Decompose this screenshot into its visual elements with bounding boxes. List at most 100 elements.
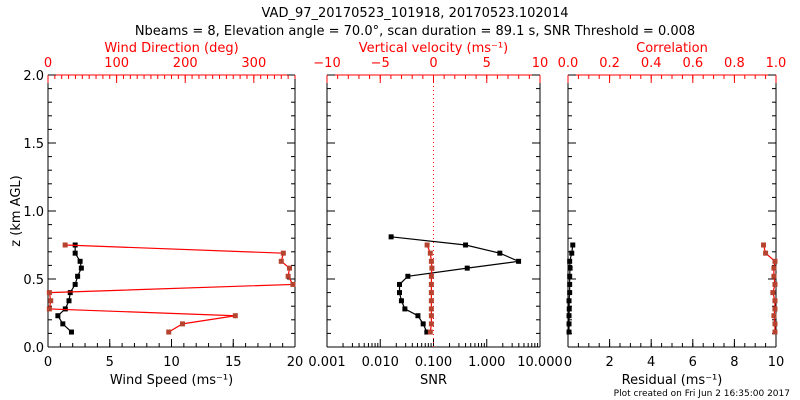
wind-speed-point <box>72 281 78 287</box>
wind-speed-point <box>68 329 74 335</box>
vertical-velocity-line <box>426 244 433 333</box>
vertical-velocity-point <box>428 313 434 319</box>
plot-created-footer: Plot created on Fri Jun 2 16:35:00 2017 <box>614 389 790 399</box>
vertical-velocity-point <box>427 329 433 335</box>
wind-direction-point <box>62 242 68 248</box>
snr-point <box>405 273 411 279</box>
x-tick-label: 8 <box>730 355 738 370</box>
top-tick-label: 5 <box>483 56 491 71</box>
residual-point <box>566 329 572 335</box>
x-tick-label: 0 <box>44 355 52 370</box>
x-tick-label: 6 <box>689 355 697 370</box>
wind-speed-point <box>60 321 66 327</box>
panel-1: 0.0 0.5 1.0 1.5 2.0 z (km AGL) 0 5 10 15 20 Wind Sp… <box>9 41 303 388</box>
wind-speed-point <box>67 290 73 296</box>
wind-direction-line <box>48 244 294 333</box>
residual-point <box>567 290 573 296</box>
top-tick-label: 200 <box>173 56 198 71</box>
correlation-point <box>771 313 777 319</box>
wind-speed-point <box>72 250 78 256</box>
top-axis-title: Wind Direction (deg) <box>104 41 238 56</box>
wind-speed-point <box>77 258 83 264</box>
top-tick-label: 0.8 <box>724 56 745 71</box>
correlation-point <box>772 258 778 264</box>
residual-point <box>567 265 573 271</box>
top-tick-label: −5 <box>371 56 390 71</box>
top-tick-label: 0.2 <box>599 56 620 71</box>
y-axis-title: z (km AGL) <box>9 175 24 246</box>
y-tick-label: 2.0 <box>23 69 44 84</box>
residual-point <box>570 242 576 248</box>
correlation-point <box>771 273 777 279</box>
y-tick-label: 1.0 <box>23 205 44 220</box>
vertical-velocity-point <box>428 306 434 312</box>
y-tick-label: 0.5 <box>23 273 44 288</box>
x-tick-label: 10 <box>163 355 180 370</box>
residual-point <box>567 258 573 264</box>
correlation-point <box>770 290 776 296</box>
correlation-point <box>772 298 778 304</box>
wind-direction-point <box>166 329 172 335</box>
snr-point <box>388 234 394 240</box>
x-tick-label: 5 <box>106 355 114 370</box>
figure-title: VAD_97_20170523_101918, 20170523.102014 <box>262 6 569 21</box>
x-tick-label: 0.001 <box>308 355 345 370</box>
snr-point <box>415 313 421 319</box>
wind-direction-point <box>290 281 296 287</box>
residual-point <box>566 306 572 312</box>
correlation-point <box>763 250 769 256</box>
x-tick-label: 1.000 <box>468 355 505 370</box>
top-axis-title: Correlation <box>636 41 708 56</box>
x-tick-label: 0.100 <box>415 355 452 370</box>
top-tick-label: 10 <box>532 56 549 71</box>
snr-point <box>397 281 403 287</box>
bottom-axis-title: SNR <box>420 373 447 388</box>
residual-point <box>567 273 573 279</box>
wind-direction-point <box>46 306 52 312</box>
snr-point <box>398 298 404 304</box>
wind-speed-point <box>75 273 81 279</box>
panel-2: 0.001 0.010 0.100 1.000 10.000 SNR −10 −5 0 5 10 Ve… <box>308 41 562 388</box>
wind-speed-point <box>78 265 84 271</box>
snr-point <box>464 265 470 271</box>
wind-direction-point <box>278 258 284 264</box>
wind-direction-point <box>232 313 238 319</box>
correlation-point <box>771 265 777 271</box>
y-tick-label: 0.0 <box>23 341 44 356</box>
vertical-velocity-point <box>424 242 430 248</box>
snr-point <box>516 258 522 264</box>
correlation-point <box>772 281 778 287</box>
x-tick-label: 0.010 <box>362 355 399 370</box>
wind-direction-point <box>46 290 52 296</box>
correlation-point <box>772 321 778 327</box>
x-tick-label: 10.000 <box>517 355 563 370</box>
top-tick-label: 0.4 <box>641 56 662 71</box>
snr-point <box>424 329 430 335</box>
x-tick-label: 0 <box>564 355 572 370</box>
vertical-velocity-point <box>428 321 434 327</box>
vertical-velocity-point <box>429 265 435 271</box>
vertical-velocity-point <box>428 273 434 279</box>
correlation-point <box>761 242 767 248</box>
x-tick-label: 15 <box>225 355 242 370</box>
figure-subtitle: Nbeams = 8, Elevation angle = 70.0°, sca… <box>135 24 695 39</box>
top-tick-label: 1.0 <box>766 56 787 71</box>
top-tick-label: 300 <box>241 56 266 71</box>
residual-line <box>568 244 574 333</box>
top-tick-label: 0.0 <box>558 56 579 71</box>
snr-point <box>397 290 403 296</box>
wind-speed-line <box>57 245 82 333</box>
x-tick-label: 20 <box>287 355 304 370</box>
vertical-velocity-point <box>428 290 434 296</box>
x-tick-label: 2 <box>605 355 613 370</box>
wind-direction-point <box>285 273 291 279</box>
vertical-velocity-point <box>428 298 434 304</box>
top-axis-title: Vertical velocity (ms⁻¹) <box>359 41 508 56</box>
wind-speed-point <box>66 298 72 304</box>
top-tick-label: −10 <box>313 56 340 71</box>
snr-point <box>497 250 503 256</box>
snr-point <box>463 242 469 248</box>
y-tick-label: 1.5 <box>23 137 44 152</box>
wind-direction-point <box>179 321 185 327</box>
